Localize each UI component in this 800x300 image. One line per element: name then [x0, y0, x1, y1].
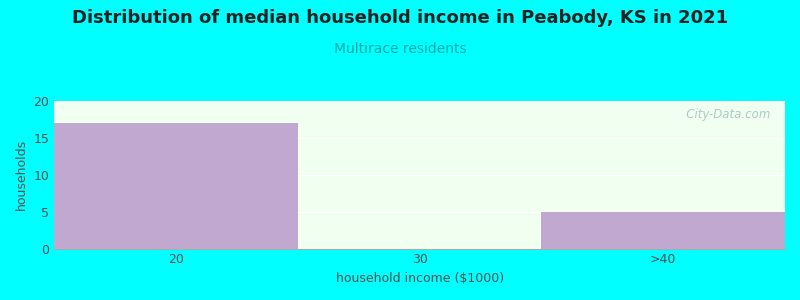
- Text: Multirace residents: Multirace residents: [334, 42, 466, 56]
- Y-axis label: households: households: [15, 139, 28, 210]
- X-axis label: household income ($1000): household income ($1000): [335, 272, 504, 285]
- Text: Distribution of median household income in Peabody, KS in 2021: Distribution of median household income …: [72, 9, 728, 27]
- Bar: [542, 212, 785, 249]
- Text: City-Data.com: City-Data.com: [675, 108, 770, 122]
- Bar: [54, 123, 298, 249]
